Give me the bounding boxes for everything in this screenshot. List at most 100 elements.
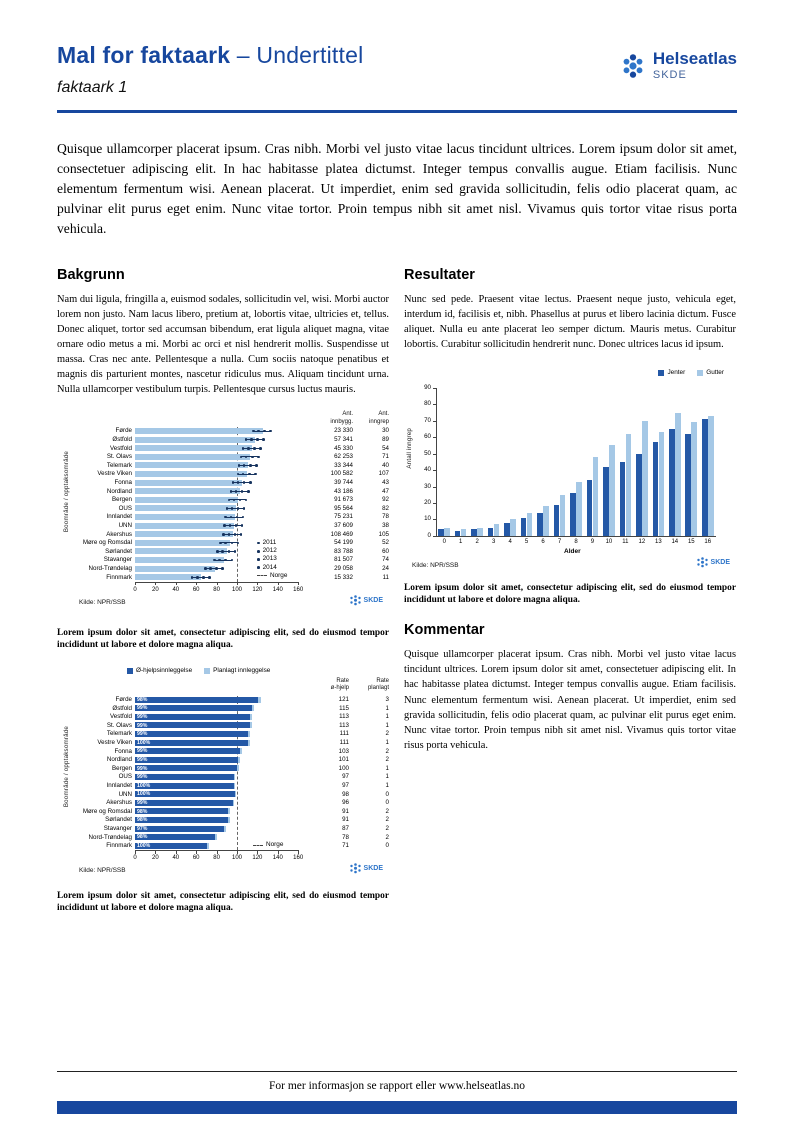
bar-gutter <box>592 456 599 536</box>
bar-gutter <box>526 512 533 536</box>
bar-ohjelp <box>135 722 251 729</box>
y-tick <box>433 387 436 389</box>
year-marker <box>238 498 242 502</box>
bar <box>135 445 253 452</box>
skde-logo: SKDE <box>349 595 383 606</box>
year-marker <box>208 575 211 579</box>
bar <box>135 462 249 469</box>
bar-jenter <box>586 479 593 536</box>
chart-legend: Jenter Gutter <box>658 369 724 377</box>
rate-ohjelp: 71 <box>342 842 349 850</box>
x-tick <box>175 582 177 586</box>
year-marker <box>218 558 221 562</box>
column-header: Rate planlagt <box>367 677 389 692</box>
year-marker <box>242 481 246 484</box>
bar-ohjelp <box>135 713 251 720</box>
percent-label: 97% <box>137 825 148 832</box>
x-tick-label: 140 <box>272 855 283 862</box>
y-tick-label: 0 <box>427 531 431 539</box>
footer-text: For mer informasjon se rapport eller www… <box>268 1080 525 1092</box>
year-marker <box>233 550 237 553</box>
y-axis-label: Boområde / opptaksområde <box>63 725 70 807</box>
x-tick-label: 140 <box>272 586 283 593</box>
rate-planlagt: 2 <box>385 747 389 755</box>
bar <box>135 565 215 572</box>
year-marker <box>221 550 224 553</box>
bar-jenter <box>652 442 659 536</box>
legend-item: 2014 <box>257 564 287 572</box>
whisker <box>230 490 249 492</box>
x-tick-label: 4 <box>508 538 512 545</box>
year-marker <box>223 524 227 527</box>
bar-label: Akershus <box>106 530 132 538</box>
chart2-caption: Lorem ipsum dolor sit amet, consectetur … <box>57 890 389 913</box>
bar-gutter <box>674 412 681 536</box>
left-column: Bakgrunn Nam dui ligula, fringilla a, eu… <box>57 267 389 928</box>
x-tick <box>135 851 136 854</box>
x-tick-label: 120 <box>252 855 263 862</box>
bar-jenter <box>636 453 642 536</box>
year-marker <box>255 464 258 467</box>
value-innbygg: 91 673 <box>334 496 353 504</box>
percent-label: 98% <box>137 817 148 824</box>
bar-label: Nordland <box>106 756 132 764</box>
year-marker <box>257 455 260 459</box>
norge-line-icon <box>257 575 267 577</box>
bar-planlagt <box>227 816 230 823</box>
value-innbygg: 43 186 <box>334 487 353 495</box>
bar-label: Telemark <box>106 730 132 738</box>
percent-label: 100% <box>137 739 151 746</box>
bar-gutter <box>576 481 582 536</box>
bar <box>135 505 236 512</box>
bar-label: Akershus <box>106 799 132 807</box>
rate-planlagt: 1 <box>385 713 389 721</box>
footer-bar <box>57 1101 737 1114</box>
bar-label: Vestre Viken <box>97 738 132 746</box>
value-inngrep: 47 <box>382 487 389 495</box>
bar-planlagt <box>214 834 217 841</box>
whisker <box>220 542 238 544</box>
x-tick-label: 120 <box>252 586 263 593</box>
rate-planlagt: 2 <box>385 756 389 764</box>
bar-gutter <box>543 506 549 536</box>
y-tick-label: 80 <box>424 400 431 408</box>
whisker <box>239 464 257 466</box>
bar-jenter <box>668 428 675 536</box>
bar <box>135 548 227 555</box>
year-marker <box>263 429 266 433</box>
rate-ohjelp: 103 <box>338 747 349 755</box>
bar-jenter <box>701 419 708 536</box>
year-marker <box>242 507 246 510</box>
bar-ohjelp <box>135 756 239 763</box>
column-header: Ant. innbygg. <box>330 411 353 425</box>
x-tick-label: 7 <box>557 538 562 545</box>
whisker <box>224 525 243 527</box>
whisker <box>243 447 261 449</box>
column-header: Ant. inngrep <box>368 411 389 425</box>
bar-ohjelp <box>135 696 259 703</box>
percent-label: 100% <box>137 791 151 798</box>
value-inngrep: 78 <box>382 513 389 521</box>
bar-label: St. Olavs <box>106 721 132 729</box>
x-tick-label: 80 <box>213 586 220 593</box>
y-axis <box>436 387 437 536</box>
bar <box>135 496 239 503</box>
source-label: Kilde: NPR/SSB <box>412 561 459 569</box>
rate-ohjelp: 115 <box>339 704 349 712</box>
year-marker <box>224 515 228 519</box>
legend-item: Jenter <box>658 369 685 377</box>
x-axis <box>135 581 299 583</box>
bar-ohjelp <box>135 816 228 823</box>
chart-age-gender: Jenter Gutter Antall inngrep 0 10 20 30 40 50 60 7… <box>404 369 736 574</box>
two-column-layout: Bakgrunn Nam dui ligula, fringilla a, eu… <box>57 267 737 928</box>
percent-label: 98% <box>137 808 148 815</box>
y-axis-label: Antall inngrep <box>406 427 413 469</box>
year-marker <box>249 438 253 441</box>
x-tick <box>196 582 198 586</box>
x-tick <box>216 851 218 854</box>
bar <box>135 539 230 546</box>
year-marker <box>202 575 205 579</box>
rate-planlagt: 2 <box>385 730 389 738</box>
bar <box>135 488 241 495</box>
